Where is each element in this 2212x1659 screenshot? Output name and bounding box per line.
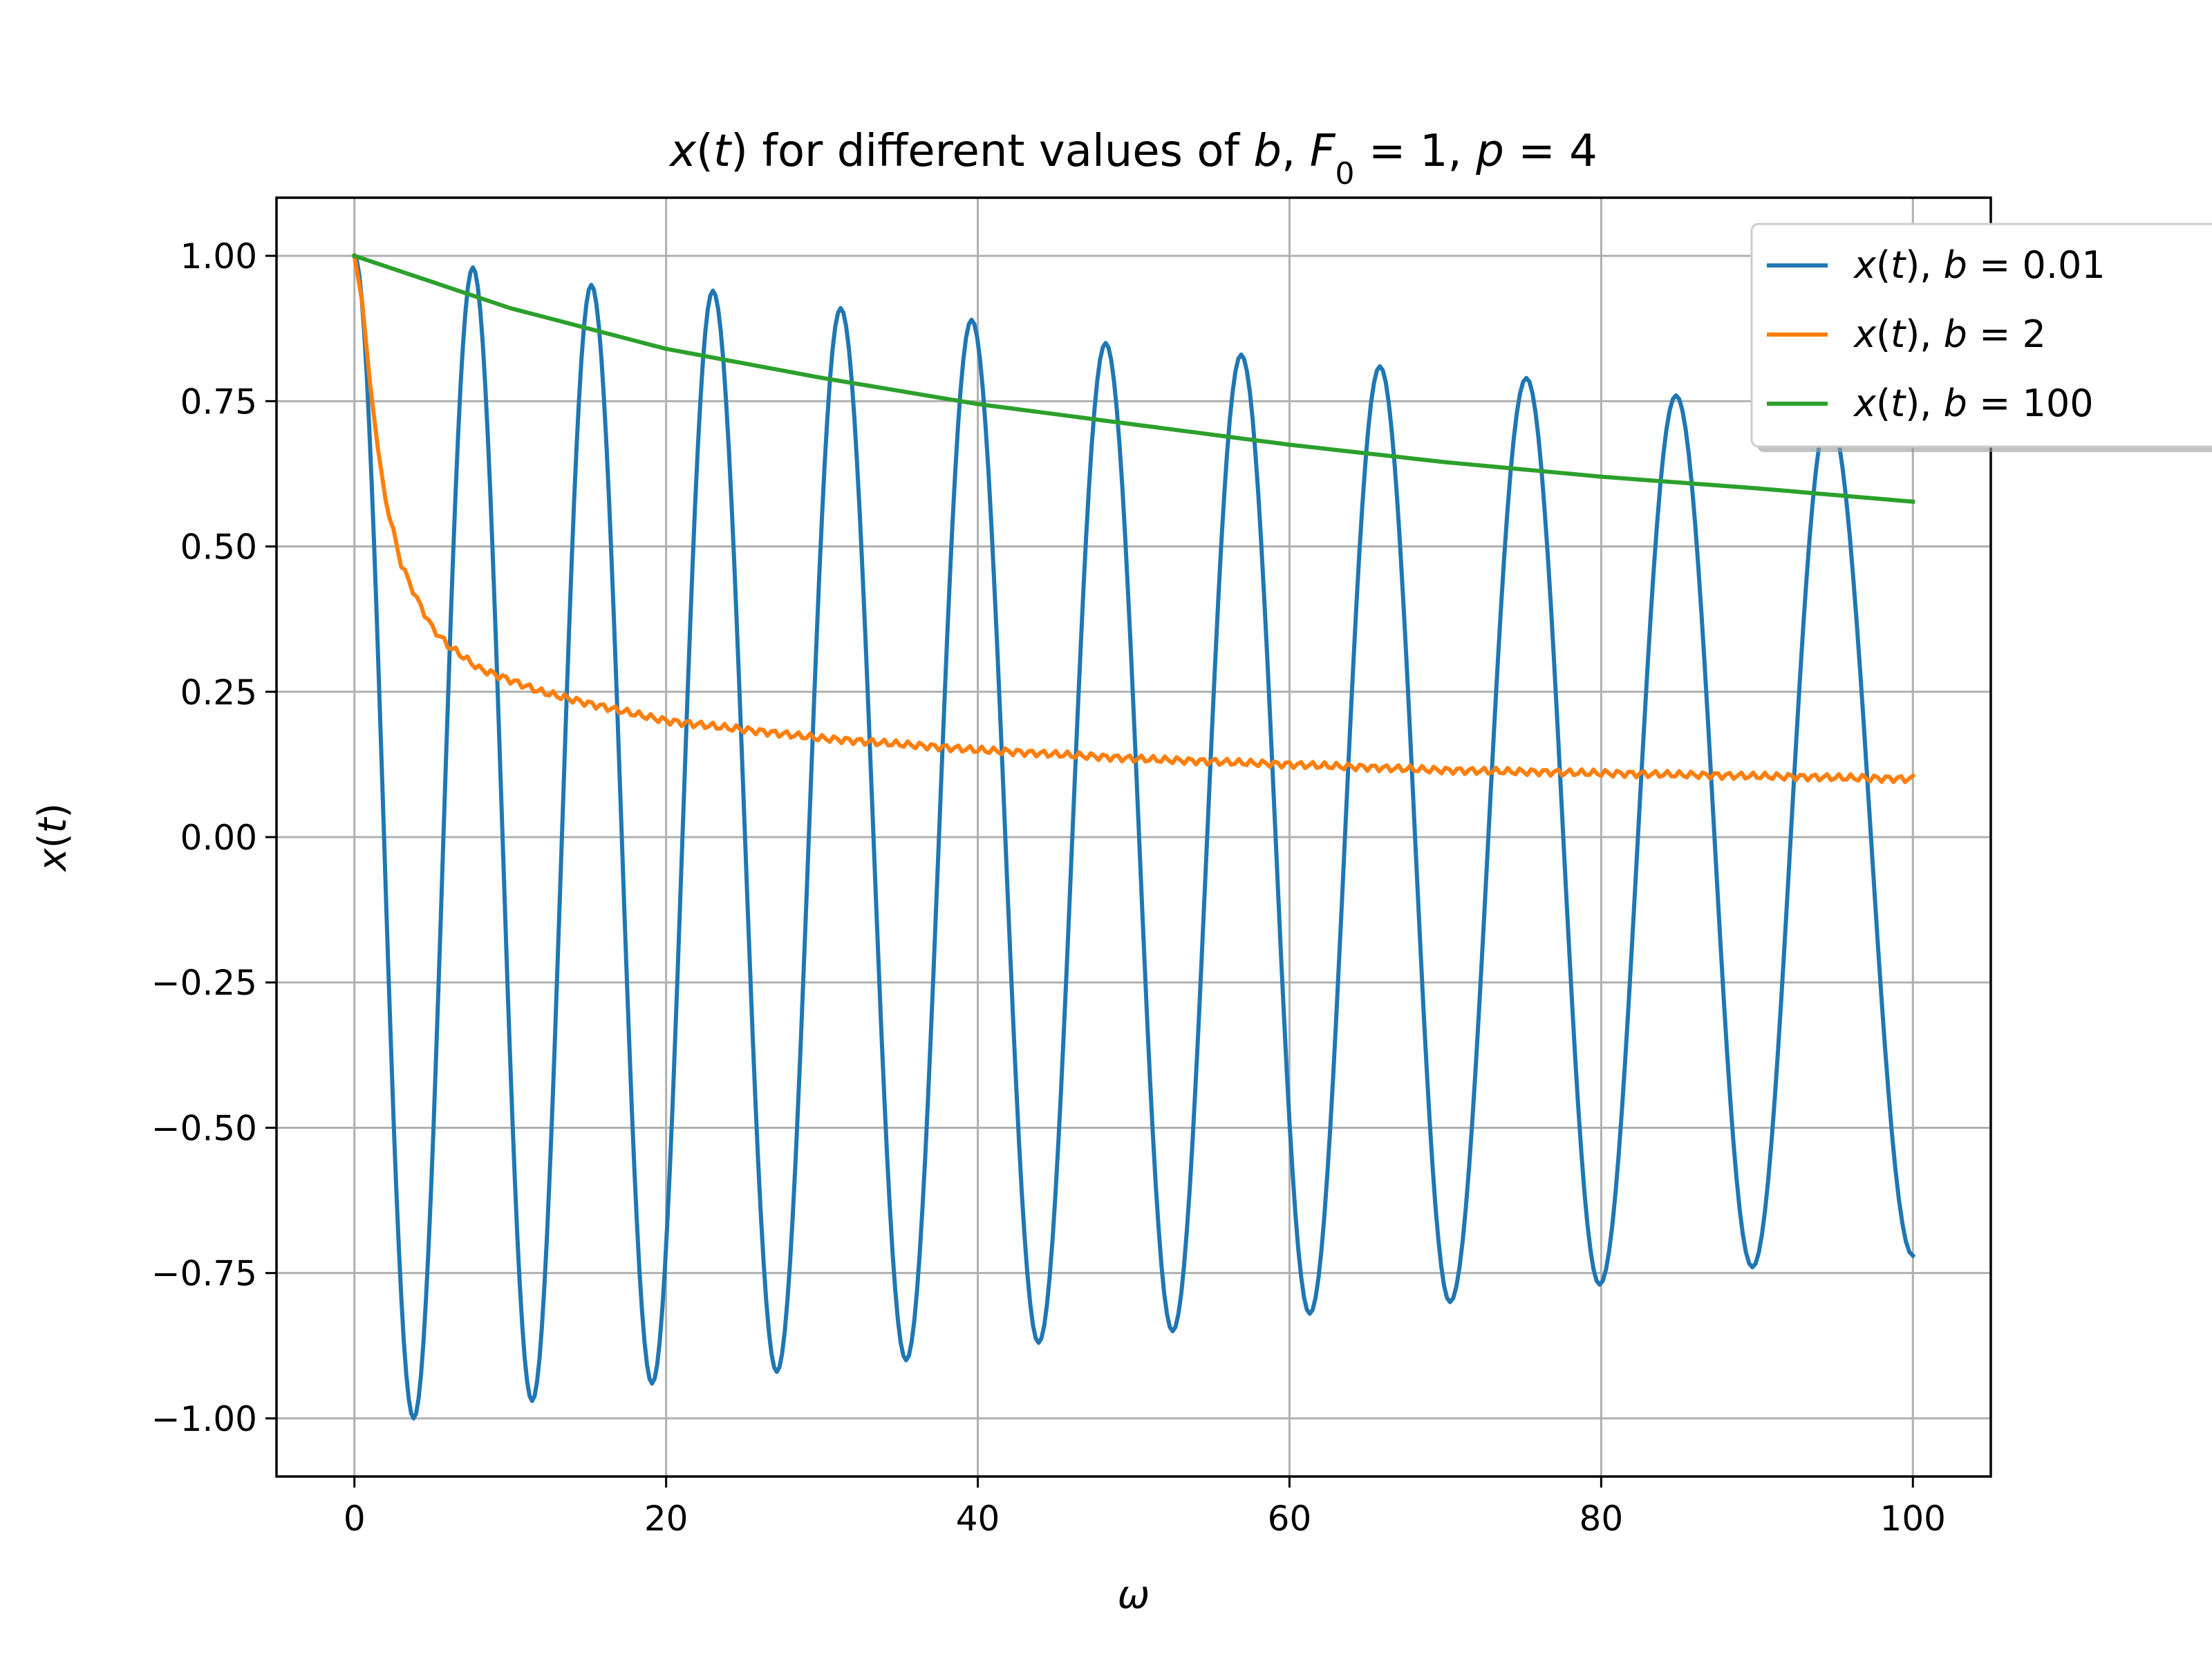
series-line-0 bbox=[351, 253, 1916, 1421]
y-tick-label: −0.25 bbox=[151, 963, 257, 1003]
y-axis-ticks: 1.00 0.75 0.50 0.25 0.00 −0.25 −0.50 −0.75 −1.00 bbox=[151, 236, 276, 1439]
x-tick-label: 80 bbox=[1580, 1499, 1624, 1539]
y-tick-label: 0.00 bbox=[180, 818, 257, 858]
chart-title: x(t) for different values of b, F0 = 1, … bbox=[668, 126, 1597, 191]
legend: x(t), b = 0.01 x(t), b = 2 x(t), b = 100 bbox=[1750, 223, 2212, 452]
y-tick-label: 0.75 bbox=[180, 382, 257, 422]
legend-entry: x(t), b = 0.01 bbox=[1853, 243, 2106, 287]
x-tick-label: 60 bbox=[1268, 1499, 1312, 1539]
x-tick-label: 40 bbox=[956, 1499, 1000, 1539]
y-tick-label: −1.00 bbox=[151, 1399, 257, 1439]
series-line-2 bbox=[351, 253, 1915, 505]
x-tick-label: 20 bbox=[644, 1499, 688, 1539]
series-group bbox=[351, 253, 1916, 1421]
x-axis-label: ω bbox=[1118, 1573, 1150, 1618]
x-tick-label: 100 bbox=[1880, 1499, 1946, 1539]
y-tick-label: 1.00 bbox=[180, 236, 257, 276]
y-tick-label: 0.25 bbox=[180, 673, 257, 713]
y-tick-label: 0.50 bbox=[180, 527, 257, 568]
x-tick-label: 0 bbox=[344, 1499, 366, 1539]
x-axis-ticks: 0 20 40 60 80 100 bbox=[344, 1477, 1946, 1539]
legend-box bbox=[1750, 223, 2212, 448]
y-tick-label: −0.50 bbox=[151, 1108, 257, 1148]
y-axis-label: x(t) bbox=[30, 803, 75, 873]
y-tick-label: −0.75 bbox=[151, 1254, 257, 1294]
legend-entry: x(t), b = 2 bbox=[1853, 312, 2046, 356]
series-line-1 bbox=[352, 253, 1916, 785]
legend-entry: x(t), b = 100 bbox=[1853, 382, 2094, 425]
